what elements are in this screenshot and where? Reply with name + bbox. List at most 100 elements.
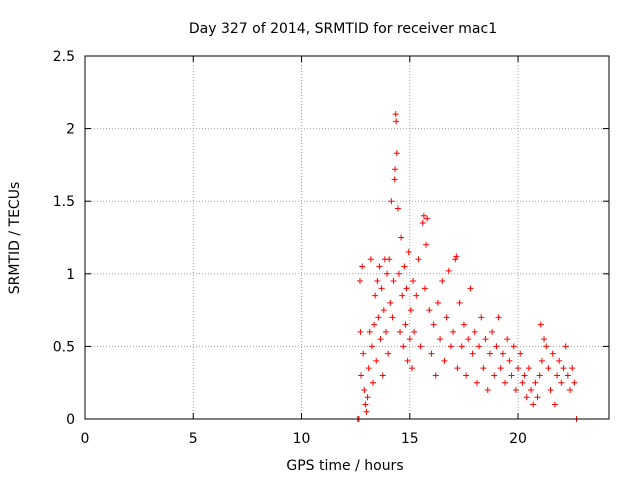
data-point [484, 386, 491, 393]
data-point [547, 386, 554, 393]
y-tick-label: 1.5 [53, 194, 75, 210]
data-point [569, 365, 576, 372]
y-tick-label: 1 [66, 267, 75, 283]
data-point [400, 343, 407, 350]
data-point [399, 292, 406, 299]
data-point [443, 314, 450, 321]
data-point [439, 278, 446, 285]
data-point [357, 328, 364, 335]
data-point [394, 205, 401, 212]
data-point [417, 343, 424, 350]
data-point [525, 365, 532, 372]
plot-frame [84, 55, 610, 420]
data-point [386, 256, 393, 263]
data-point [379, 372, 386, 379]
data-point [405, 249, 412, 256]
data-point [420, 212, 427, 219]
data-point [512, 386, 519, 393]
data-point [358, 372, 365, 379]
data-point [387, 299, 394, 306]
data-point [482, 336, 489, 343]
data-point [493, 343, 500, 350]
x-axis-label: GPS time / hours [286, 458, 403, 474]
data-point [473, 379, 480, 386]
data-point [521, 372, 528, 379]
data-point [567, 386, 574, 393]
data-point [398, 234, 405, 241]
data-point [469, 350, 476, 357]
x-tick-label: 5 [189, 431, 198, 447]
data-point [367, 256, 374, 263]
data-point [502, 379, 509, 386]
ticks-layer: 0 5 10 15 20 0 0.5 1 1.5 2 2.5 [53, 49, 609, 447]
data-point [401, 263, 408, 270]
data-point [371, 321, 378, 328]
data-point [392, 166, 399, 173]
data-point [407, 307, 414, 314]
data-point [372, 292, 379, 299]
data-point [376, 263, 383, 270]
grid-layer [85, 56, 609, 419]
data-point [538, 357, 545, 364]
data-point [375, 314, 382, 321]
data-point [452, 256, 459, 263]
data-point [504, 336, 511, 343]
data-point [378, 285, 385, 292]
x-tick-label: 10 [293, 431, 311, 447]
y-tick-label: 2.5 [53, 49, 75, 65]
data-point [564, 372, 571, 379]
data-point [384, 270, 391, 277]
data-point [406, 336, 413, 343]
data-point [545, 365, 552, 372]
data-point [528, 386, 535, 393]
y-tick-label: 2 [66, 122, 75, 138]
data-point [393, 118, 400, 125]
data-point [486, 350, 493, 357]
data-point [571, 379, 578, 386]
data-point [397, 328, 404, 335]
data-point [453, 253, 460, 260]
data-point [374, 278, 381, 285]
data-point [454, 365, 461, 372]
data-point [508, 372, 515, 379]
data-point [388, 198, 395, 205]
data-point [447, 343, 454, 350]
data-point [471, 328, 478, 335]
data-point [480, 365, 487, 372]
data-point [456, 299, 463, 306]
data-point [392, 111, 399, 118]
data-point [393, 150, 400, 157]
data-point [432, 372, 439, 379]
data-point [458, 343, 465, 350]
data-point [445, 267, 452, 274]
data-point [497, 365, 504, 372]
data-point [421, 285, 428, 292]
data-point [549, 350, 556, 357]
data-point [536, 372, 543, 379]
data-point [390, 278, 397, 285]
data-point [434, 299, 441, 306]
data-point [437, 336, 444, 343]
data-point [360, 350, 367, 357]
data-point [361, 386, 368, 393]
data-point [411, 328, 418, 335]
data-point [369, 379, 376, 386]
data-point [402, 321, 409, 328]
data-point [510, 343, 517, 350]
data-point [476, 343, 483, 350]
data-point [356, 278, 363, 285]
data-point [424, 215, 431, 222]
data-point [450, 328, 457, 335]
y-tick-label: 0.5 [53, 339, 75, 355]
data-point [554, 372, 561, 379]
x-tick-label: 15 [401, 431, 419, 447]
data-point [413, 292, 420, 299]
points-layer [354, 111, 580, 422]
data-point [410, 278, 417, 285]
data-point [489, 328, 496, 335]
data-point [551, 401, 558, 408]
data-point [363, 408, 370, 415]
data-point [537, 321, 544, 328]
data-point [403, 285, 410, 292]
data-point [523, 394, 530, 401]
